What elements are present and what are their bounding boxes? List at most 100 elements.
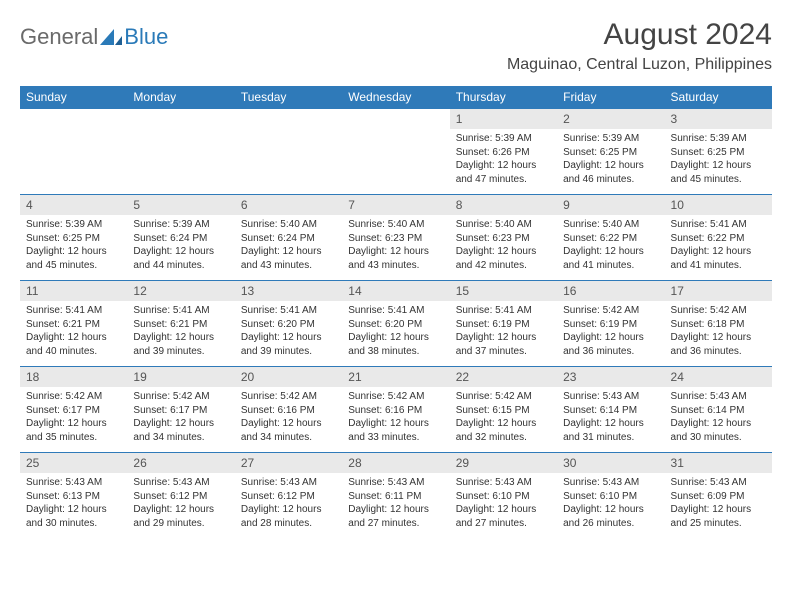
sunset-text: Sunset: 6:25 PM — [671, 146, 766, 160]
calendar-cell: 9 Sunrise: 5:40 AM Sunset: 6:22 PM Dayli… — [557, 195, 664, 281]
day-body: Sunrise: 5:42 AM Sunset: 6:15 PM Dayligh… — [450, 387, 557, 448]
day-body: Sunrise: 5:39 AM Sunset: 6:25 PM Dayligh… — [20, 215, 127, 276]
day-number: 27 — [235, 453, 342, 473]
daylight-text-2: and 37 minutes. — [456, 345, 551, 359]
calendar-row: 4 Sunrise: 5:39 AM Sunset: 6:25 PM Dayli… — [20, 195, 772, 281]
day-body: Sunrise: 5:43 AM Sunset: 6:10 PM Dayligh… — [557, 473, 664, 534]
sunrise-text: Sunrise: 5:42 AM — [348, 390, 443, 404]
sunset-text: Sunset: 6:20 PM — [241, 318, 336, 332]
day-number: 19 — [127, 367, 234, 387]
sunset-text: Sunset: 6:10 PM — [456, 490, 551, 504]
daylight-text-2: and 27 minutes. — [348, 517, 443, 531]
sunset-text: Sunset: 6:24 PM — [133, 232, 228, 246]
day-body: Sunrise: 5:41 AM Sunset: 6:20 PM Dayligh… — [342, 301, 449, 362]
calendar-row: .. .. .. .. 1 Sunrise: 5:39 AM Sunset: 6… — [20, 109, 772, 195]
sunset-text: Sunset: 6:09 PM — [671, 490, 766, 504]
calendar-cell: 17 Sunrise: 5:42 AM Sunset: 6:18 PM Dayl… — [665, 281, 772, 367]
sunrise-text: Sunrise: 5:42 AM — [456, 390, 551, 404]
daylight-text-2: and 33 minutes. — [348, 431, 443, 445]
sunrise-text: Sunrise: 5:39 AM — [26, 218, 121, 232]
day-number: 13 — [235, 281, 342, 301]
calendar-cell-empty: .. — [342, 109, 449, 195]
daylight-text-1: Daylight: 12 hours — [348, 245, 443, 259]
daylight-text-1: Daylight: 12 hours — [348, 503, 443, 517]
calendar-cell: 26 Sunrise: 5:43 AM Sunset: 6:12 PM Dayl… — [127, 453, 234, 539]
weekday-header-row: Sunday Monday Tuesday Wednesday Thursday… — [20, 86, 772, 109]
sunset-text: Sunset: 6:13 PM — [26, 490, 121, 504]
sunrise-text: Sunrise: 5:43 AM — [671, 390, 766, 404]
day-number: 3 — [665, 109, 772, 129]
day-number: 10 — [665, 195, 772, 215]
calendar-cell: 22 Sunrise: 5:42 AM Sunset: 6:15 PM Dayl… — [450, 367, 557, 453]
sunset-text: Sunset: 6:16 PM — [348, 404, 443, 418]
daylight-text-2: and 45 minutes. — [26, 259, 121, 273]
daylight-text-2: and 44 minutes. — [133, 259, 228, 273]
day-number: 23 — [557, 367, 664, 387]
day-number: 21 — [342, 367, 449, 387]
logo-text-blue: Blue — [124, 24, 168, 50]
sunrise-text: Sunrise: 5:40 AM — [563, 218, 658, 232]
sunrise-text: Sunrise: 5:39 AM — [133, 218, 228, 232]
sunrise-text: Sunrise: 5:43 AM — [671, 476, 766, 490]
weekday-header: Tuesday — [235, 86, 342, 109]
sunrise-text: Sunrise: 5:41 AM — [26, 304, 121, 318]
day-number: 9 — [557, 195, 664, 215]
sunset-text: Sunset: 6:20 PM — [348, 318, 443, 332]
day-body: Sunrise: 5:40 AM Sunset: 6:24 PM Dayligh… — [235, 215, 342, 276]
sunrise-text: Sunrise: 5:41 AM — [456, 304, 551, 318]
sunset-text: Sunset: 6:18 PM — [671, 318, 766, 332]
daylight-text-1: Daylight: 12 hours — [456, 503, 551, 517]
day-body: Sunrise: 5:39 AM Sunset: 6:26 PM Dayligh… — [450, 129, 557, 190]
day-number: 12 — [127, 281, 234, 301]
sunset-text: Sunset: 6:22 PM — [671, 232, 766, 246]
daylight-text-2: and 34 minutes. — [133, 431, 228, 445]
daylight-text-1: Daylight: 12 hours — [563, 331, 658, 345]
day-body: Sunrise: 5:39 AM Sunset: 6:25 PM Dayligh… — [665, 129, 772, 190]
sunrise-text: Sunrise: 5:43 AM — [456, 476, 551, 490]
calendar-cell: 10 Sunrise: 5:41 AM Sunset: 6:22 PM Dayl… — [665, 195, 772, 281]
day-number: 29 — [450, 453, 557, 473]
daylight-text-2: and 31 minutes. — [563, 431, 658, 445]
day-number: 20 — [235, 367, 342, 387]
day-number: 14 — [342, 281, 449, 301]
calendar-body: .. .. .. .. 1 Sunrise: 5:39 AM Sunset: 6… — [20, 109, 772, 539]
day-body: Sunrise: 5:42 AM Sunset: 6:18 PM Dayligh… — [665, 301, 772, 362]
sunset-text: Sunset: 6:17 PM — [26, 404, 121, 418]
sunset-text: Sunset: 6:10 PM — [563, 490, 658, 504]
calendar-row: 25 Sunrise: 5:43 AM Sunset: 6:13 PM Dayl… — [20, 453, 772, 539]
daylight-text-2: and 32 minutes. — [456, 431, 551, 445]
day-number: 28 — [342, 453, 449, 473]
daylight-text-1: Daylight: 12 hours — [133, 417, 228, 431]
daylight-text-1: Daylight: 12 hours — [241, 417, 336, 431]
day-body: Sunrise: 5:42 AM Sunset: 6:16 PM Dayligh… — [342, 387, 449, 448]
day-number: 4 — [20, 195, 127, 215]
daylight-text-1: Daylight: 12 hours — [456, 331, 551, 345]
calendar-cell: 30 Sunrise: 5:43 AM Sunset: 6:10 PM Dayl… — [557, 453, 664, 539]
calendar-cell: 24 Sunrise: 5:43 AM Sunset: 6:14 PM Dayl… — [665, 367, 772, 453]
day-body: Sunrise: 5:41 AM Sunset: 6:21 PM Dayligh… — [20, 301, 127, 362]
calendar-cell: 7 Sunrise: 5:40 AM Sunset: 6:23 PM Dayli… — [342, 195, 449, 281]
day-body: Sunrise: 5:40 AM Sunset: 6:23 PM Dayligh… — [342, 215, 449, 276]
day-body: Sunrise: 5:43 AM Sunset: 6:09 PM Dayligh… — [665, 473, 772, 534]
calendar-cell: 5 Sunrise: 5:39 AM Sunset: 6:24 PM Dayli… — [127, 195, 234, 281]
sunset-text: Sunset: 6:25 PM — [563, 146, 658, 160]
sunrise-text: Sunrise: 5:42 AM — [26, 390, 121, 404]
day-number: 11 — [20, 281, 127, 301]
sunrise-text: Sunrise: 5:41 AM — [241, 304, 336, 318]
sunset-text: Sunset: 6:17 PM — [133, 404, 228, 418]
logo: General Blue — [20, 18, 168, 50]
daylight-text-1: Daylight: 12 hours — [456, 417, 551, 431]
daylight-text-1: Daylight: 12 hours — [241, 503, 336, 517]
daylight-text-2: and 41 minutes. — [563, 259, 658, 273]
day-body: Sunrise: 5:41 AM Sunset: 6:19 PM Dayligh… — [450, 301, 557, 362]
calendar-cell: 16 Sunrise: 5:42 AM Sunset: 6:19 PM Dayl… — [557, 281, 664, 367]
sunset-text: Sunset: 6:24 PM — [241, 232, 336, 246]
sunrise-text: Sunrise: 5:43 AM — [133, 476, 228, 490]
daylight-text-1: Daylight: 12 hours — [26, 331, 121, 345]
title-block: August 2024 Maguinao, Central Luzon, Phi… — [507, 18, 772, 74]
sunrise-text: Sunrise: 5:42 AM — [563, 304, 658, 318]
day-number: 26 — [127, 453, 234, 473]
day-number: 31 — [665, 453, 772, 473]
daylight-text-1: Daylight: 12 hours — [348, 417, 443, 431]
day-number: 15 — [450, 281, 557, 301]
